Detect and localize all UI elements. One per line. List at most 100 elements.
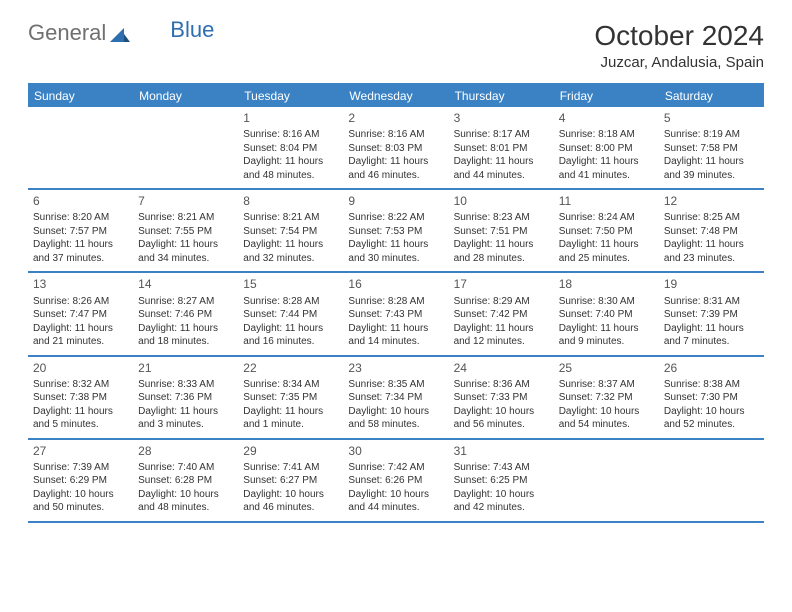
- sunset-text: Sunset: 7:30 PM: [664, 391, 759, 405]
- sunset-text: Sunset: 8:00 PM: [559, 142, 654, 156]
- daylight-text: Daylight: 11 hours and 12 minutes.: [454, 322, 549, 349]
- calendar-day-cell: 28Sunrise: 7:40 AMSunset: 6:28 PMDayligh…: [133, 439, 238, 522]
- calendar-day-cell: 9Sunrise: 8:22 AMSunset: 7:53 PMDaylight…: [343, 189, 448, 272]
- day-number: 24: [454, 360, 549, 376]
- sunrise-text: Sunrise: 7:43 AM: [454, 461, 549, 475]
- sunset-text: Sunset: 7:34 PM: [348, 391, 443, 405]
- calendar-day-cell: 22Sunrise: 8:34 AMSunset: 7:35 PMDayligh…: [238, 356, 343, 439]
- day-number: 27: [33, 443, 128, 459]
- daylight-text: Daylight: 11 hours and 21 minutes.: [33, 322, 128, 349]
- day-number: 12: [664, 193, 759, 209]
- day-number: 2: [348, 110, 443, 126]
- calendar-day-cell: 10Sunrise: 8:23 AMSunset: 7:51 PMDayligh…: [449, 189, 554, 272]
- sunrise-text: Sunrise: 7:42 AM: [348, 461, 443, 475]
- daylight-text: Daylight: 11 hours and 37 minutes.: [33, 238, 128, 265]
- sunrise-text: Sunrise: 8:31 AM: [664, 295, 759, 309]
- day-header: Sunday: [28, 84, 133, 107]
- daylight-text: Daylight: 11 hours and 46 minutes.: [348, 155, 443, 182]
- sunset-text: Sunset: 7:57 PM: [33, 225, 128, 239]
- calendar-day-cell: 6 Sunrise: 8:20 AMSunset: 7:57 PMDaylight…: [28, 189, 133, 272]
- sunrise-text: Sunrise: 8:34 AM: [243, 378, 338, 392]
- sunrise-text: Sunrise: 7:41 AM: [243, 461, 338, 475]
- sunrise-text: Sunrise: 8:17 AM: [454, 128, 549, 142]
- sunrise-text: Sunrise: 8:21 AM: [243, 211, 338, 225]
- calendar-empty-cell: [659, 439, 764, 522]
- day-header: Saturday: [659, 84, 764, 107]
- day-number: 31: [454, 443, 549, 459]
- sunset-text: Sunset: 7:38 PM: [33, 391, 128, 405]
- calendar-day-cell: 16Sunrise: 8:28 AMSunset: 7:43 PMDayligh…: [343, 272, 448, 355]
- calendar-day-cell: 11Sunrise: 8:24 AMSunset: 7:50 PMDayligh…: [554, 189, 659, 272]
- sunrise-text: Sunrise: 8:20 AM: [33, 211, 128, 225]
- calendar-empty-cell: [28, 107, 133, 189]
- sunrise-text: Sunrise: 8:26 AM: [33, 295, 128, 309]
- sunrise-text: Sunrise: 8:28 AM: [348, 295, 443, 309]
- calendar-body: 1Sunrise: 8:16 AMSunset: 8:04 PMDaylight…: [28, 107, 764, 522]
- day-number: 19: [664, 276, 759, 292]
- calendar-day-cell: 5Sunrise: 8:19 AMSunset: 7:58 PMDaylight…: [659, 107, 764, 189]
- sunset-text: Sunset: 7:51 PM: [454, 225, 549, 239]
- sunrise-text: Sunrise: 8:21 AM: [138, 211, 233, 225]
- daylight-text: Daylight: 10 hours and 54 minutes.: [559, 405, 654, 432]
- calendar-day-cell: 24Sunrise: 8:36 AMSunset: 7:33 PMDayligh…: [449, 356, 554, 439]
- calendar-day-cell: 20Sunrise: 8:32 AMSunset: 7:38 PMDayligh…: [28, 356, 133, 439]
- day-number: 29: [243, 443, 338, 459]
- sunrise-text: Sunrise: 8:37 AM: [559, 378, 654, 392]
- calendar-table: SundayMondayTuesdayWednesdayThursdayFrid…: [28, 83, 764, 523]
- daylight-text: Daylight: 11 hours and 30 minutes.: [348, 238, 443, 265]
- sunset-text: Sunset: 8:03 PM: [348, 142, 443, 156]
- calendar-day-cell: 25Sunrise: 8:37 AMSunset: 7:32 PMDayligh…: [554, 356, 659, 439]
- day-number: 6: [33, 193, 128, 209]
- daylight-text: Daylight: 11 hours and 16 minutes.: [243, 322, 338, 349]
- calendar-empty-cell: [554, 439, 659, 522]
- day-number: 7: [138, 193, 233, 209]
- calendar-day-cell: 12Sunrise: 8:25 AMSunset: 7:48 PMDayligh…: [659, 189, 764, 272]
- calendar-week-row: 13Sunrise: 8:26 AMSunset: 7:47 PMDayligh…: [28, 272, 764, 355]
- sunrise-text: Sunrise: 8:16 AM: [348, 128, 443, 142]
- daylight-text: Daylight: 11 hours and 41 minutes.: [559, 155, 654, 182]
- daylight-text: Daylight: 11 hours and 3 minutes.: [138, 405, 233, 432]
- daylight-text: Daylight: 10 hours and 58 minutes.: [348, 405, 443, 432]
- day-number: 22: [243, 360, 338, 376]
- daylight-text: Daylight: 10 hours and 44 minutes.: [348, 488, 443, 515]
- sunrise-text: Sunrise: 8:32 AM: [33, 378, 128, 392]
- calendar-day-cell: 8Sunrise: 8:21 AMSunset: 7:54 PMDaylight…: [238, 189, 343, 272]
- calendar-header-row: SundayMondayTuesdayWednesdayThursdayFrid…: [28, 84, 764, 107]
- day-number: 30: [348, 443, 443, 459]
- header: General Blue October 2024 Juzcar, Andalu…: [28, 20, 764, 71]
- day-number: 21: [138, 360, 233, 376]
- day-header: Wednesday: [343, 84, 448, 107]
- day-number: 28: [138, 443, 233, 459]
- calendar-day-cell: 19Sunrise: 8:31 AMSunset: 7:39 PMDayligh…: [659, 272, 764, 355]
- calendar-day-cell: 7Sunrise: 8:21 AMSunset: 7:55 PMDaylight…: [133, 189, 238, 272]
- sunset-text: Sunset: 7:42 PM: [454, 308, 549, 322]
- calendar-week-row: 6Sunrise: 8:20 AMSunset: 7:57 PMDaylight…: [28, 189, 764, 272]
- calendar-day-cell: 1Sunrise: 8:16 AMSunset: 8:04 PMDaylight…: [238, 107, 343, 189]
- calendar-day-cell: 14Sunrise: 8:27 AMSunset: 7:46 PMDayligh…: [133, 272, 238, 355]
- sunset-text: Sunset: 7:58 PM: [664, 142, 759, 156]
- sunset-text: Sunset: 7:47 PM: [33, 308, 128, 322]
- calendar-day-cell: 27Sunrise: 7:39 AMSunset: 6:29 PMDayligh…: [28, 439, 133, 522]
- calendar-day-cell: 4Sunrise: 8:18 AMSunset: 8:00 PMDaylight…: [554, 107, 659, 189]
- calendar-day-cell: 18Sunrise: 8:30 AMSunset: 7:40 PMDayligh…: [554, 272, 659, 355]
- day-number: 20: [33, 360, 128, 376]
- day-number: 11: [559, 193, 654, 209]
- sunset-text: Sunset: 6:25 PM: [454, 474, 549, 488]
- sunset-text: Sunset: 7:33 PM: [454, 391, 549, 405]
- calendar-day-cell: 2 Sunrise: 8:16 AMSunset: 8:03 PMDaylight…: [343, 107, 448, 189]
- daylight-text: Daylight: 11 hours and 32 minutes.: [243, 238, 338, 265]
- day-number: 1: [243, 110, 338, 126]
- daylight-text: Daylight: 11 hours and 39 minutes.: [664, 155, 759, 182]
- calendar-day-cell: 13Sunrise: 8:26 AMSunset: 7:47 PMDayligh…: [28, 272, 133, 355]
- sunset-text: Sunset: 7:43 PM: [348, 308, 443, 322]
- calendar-day-cell: 26Sunrise: 8:38 AMSunset: 7:30 PMDayligh…: [659, 356, 764, 439]
- sunrise-text: Sunrise: 7:40 AM: [138, 461, 233, 475]
- sunrise-text: Sunrise: 8:18 AM: [559, 128, 654, 142]
- daylight-text: Daylight: 10 hours and 52 minutes.: [664, 405, 759, 432]
- daylight-text: Daylight: 11 hours and 18 minutes.: [138, 322, 233, 349]
- calendar-day-cell: 17Sunrise: 8:29 AMSunset: 7:42 PMDayligh…: [449, 272, 554, 355]
- sunrise-text: Sunrise: 8:22 AM: [348, 211, 443, 225]
- calendar-week-row: 27Sunrise: 7:39 AMSunset: 6:29 PMDayligh…: [28, 439, 764, 522]
- sunset-text: Sunset: 7:40 PM: [559, 308, 654, 322]
- daylight-text: Daylight: 11 hours and 9 minutes.: [559, 322, 654, 349]
